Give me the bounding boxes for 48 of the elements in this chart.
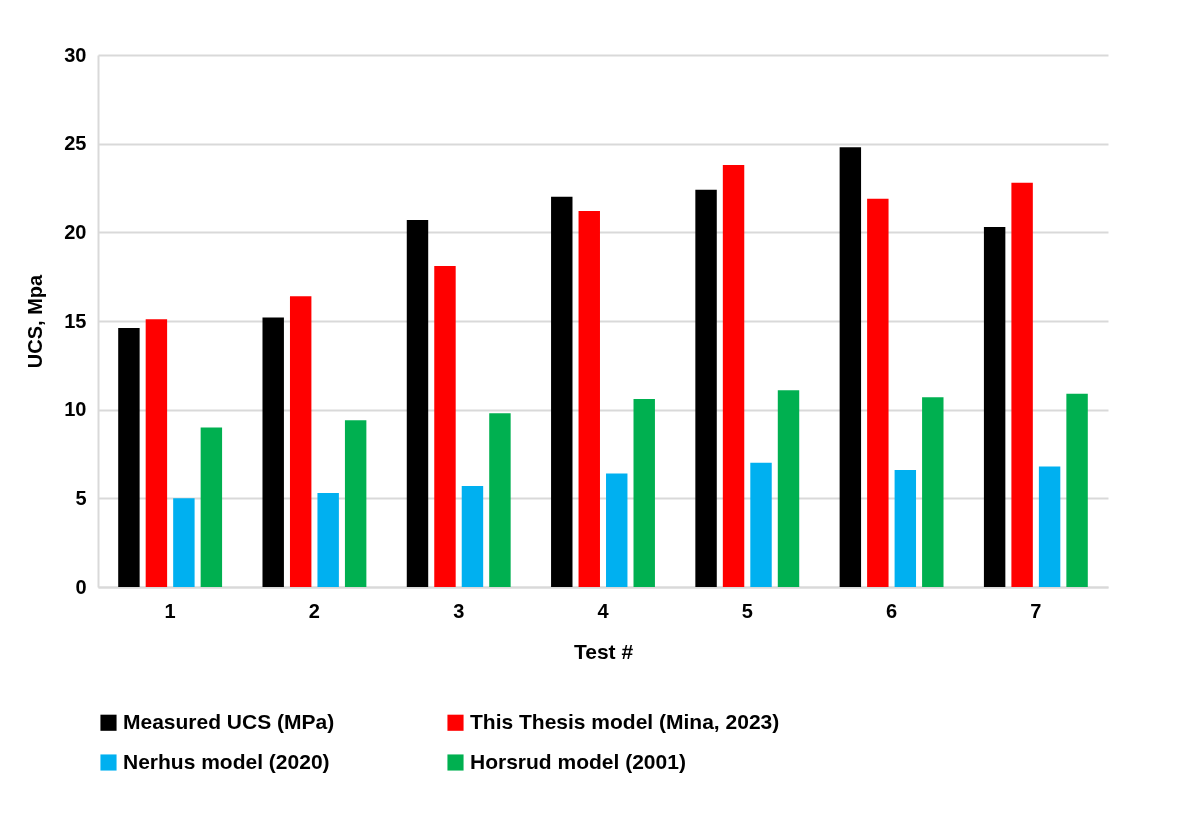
y-axis-title: UCS, Mpa	[24, 273, 47, 369]
x-tick-label: 4	[597, 599, 610, 622]
bar	[1038, 466, 1061, 587]
x-tick-label: 6	[886, 599, 898, 622]
bar	[1066, 393, 1088, 587]
bar	[1011, 182, 1033, 587]
legend-label: Nerhus model (2020)	[123, 749, 330, 773]
y-tick-label: 30	[64, 43, 87, 66]
x-tick-label: 2	[308, 599, 320, 622]
bar	[200, 427, 223, 587]
y-tick-label: 10	[64, 398, 87, 421]
bar	[434, 266, 456, 587]
bar	[578, 211, 600, 587]
legend-label: Horsrud model (2001)	[470, 749, 686, 773]
bar	[722, 164, 745, 587]
legend-label: Measured UCS (MPa)	[123, 709, 335, 733]
bar	[750, 462, 772, 587]
bar	[633, 399, 655, 587]
x-tick-label: 7	[1030, 599, 1042, 622]
bar	[262, 317, 284, 587]
bar	[118, 328, 140, 587]
bar	[695, 189, 717, 587]
bar	[461, 485, 484, 587]
bar	[867, 198, 889, 587]
bar	[894, 469, 917, 587]
x-axis-title: Test #	[573, 639, 634, 663]
bar	[406, 219, 429, 587]
bar	[777, 390, 800, 587]
y-tick-label: 25	[64, 132, 87, 155]
bar	[317, 493, 339, 587]
y-tick-label: 20	[64, 220, 87, 243]
y-tick-label: 15	[64, 309, 87, 332]
y-tick-label: 5	[75, 486, 87, 509]
bar	[606, 473, 628, 587]
bar	[344, 420, 367, 587]
bar	[489, 413, 511, 587]
x-tick-label: 3	[453, 599, 465, 622]
bar	[289, 296, 312, 587]
y-tick-label: 0	[75, 575, 87, 598]
bar	[173, 498, 195, 587]
legend-label: This Thesis model (Mina, 2023)	[470, 709, 780, 733]
bar	[551, 196, 573, 587]
bar	[983, 227, 1006, 587]
bar	[145, 319, 168, 587]
x-tick-label: 5	[741, 599, 753, 622]
bar	[922, 397, 944, 587]
bar	[839, 147, 862, 587]
x-tick-label: 1	[164, 599, 176, 622]
